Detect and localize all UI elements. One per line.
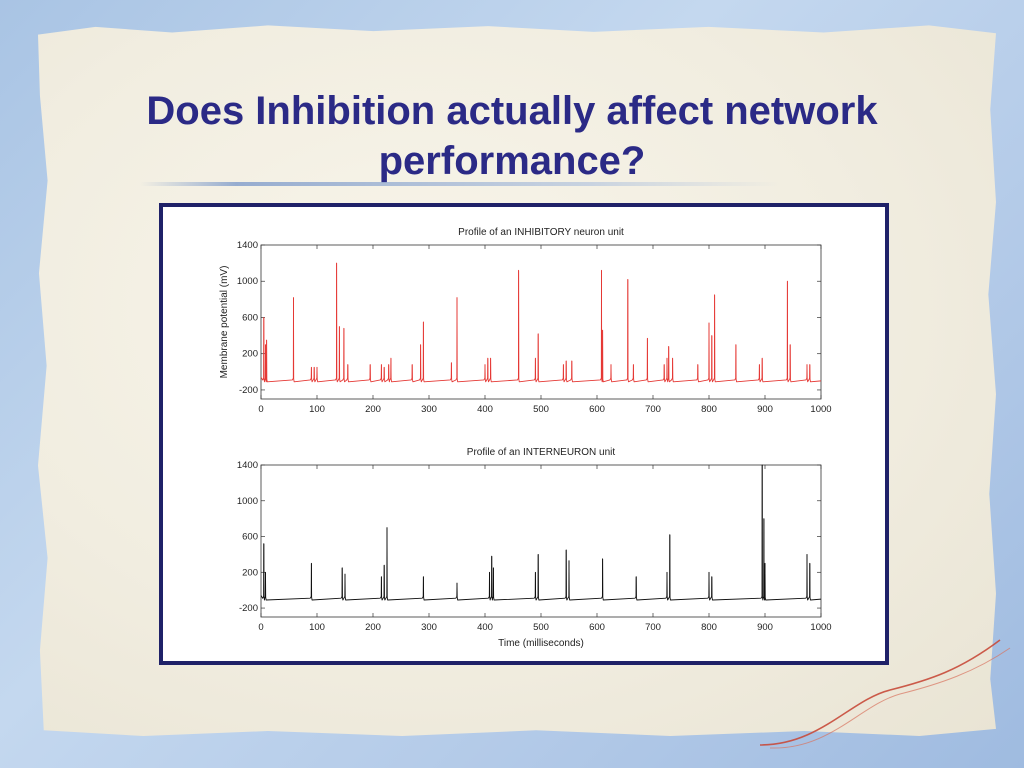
- x-tick-label: 900: [757, 622, 773, 633]
- slide-title: Does Inhibition actually affect network …: [60, 86, 964, 186]
- figure-frame: Profile of an INHIBITORY neuron unit 0 100…: [159, 203, 889, 665]
- x-tick-label: 500: [533, 622, 549, 633]
- charts-svg: Profile of an INHIBITORY neuron unit 0 100…: [219, 227, 832, 649]
- slide-title-line-2: performance?: [378, 139, 646, 183]
- y-axis-label: Membrane potential (mV): [219, 266, 230, 379]
- x-tick-label: 200: [365, 404, 381, 415]
- x-tick-label: 600: [589, 404, 605, 415]
- y-tick-label: 200: [242, 567, 258, 578]
- x-tick-label: 300: [421, 404, 437, 415]
- x-tick-label: 700: [645, 404, 661, 415]
- y-tick-label: -200: [239, 603, 258, 614]
- slide-title-line-1: Does Inhibition actually affect network: [146, 89, 878, 133]
- x-tick-label: 200: [365, 622, 381, 633]
- x-tick-label: 0: [258, 622, 263, 633]
- chart-title: Profile of an INHIBITORY neuron unit: [458, 227, 624, 238]
- y-tick-label: 600: [242, 312, 258, 323]
- x-tick-label: 400: [477, 404, 493, 415]
- x-tick-label: 0: [258, 404, 263, 415]
- y-tick-label: 1400: [237, 460, 258, 471]
- y-tick-label: 600: [242, 532, 258, 543]
- x-tick-label: 900: [757, 404, 773, 415]
- x-axis-label: Time (milliseconds): [498, 638, 584, 649]
- x-tick-label: 1000: [810, 404, 831, 415]
- y-tick-label: 1400: [237, 240, 258, 251]
- x-tick-label: 100: [309, 404, 325, 415]
- x-tick-label: 800: [701, 622, 717, 633]
- x-tick-label: 300: [421, 622, 437, 633]
- chart-title: Profile of an INTERNEURON unit: [467, 447, 616, 458]
- title-underline: [140, 182, 780, 186]
- x-tick-label: 700: [645, 622, 661, 633]
- y-tick-label: 1000: [237, 496, 258, 507]
- x-tick-label: 600: [589, 622, 605, 633]
- x-tick-label: 800: [701, 404, 717, 415]
- x-tick-label: 100: [309, 622, 325, 633]
- y-tick-label: -200: [239, 385, 258, 396]
- y-tick-label: 1000: [237, 276, 258, 287]
- x-tick-label: 400: [477, 622, 493, 633]
- y-tick-label: 200: [242, 349, 258, 360]
- x-tick-label: 500: [533, 404, 549, 415]
- x-tick-label: 1000: [810, 622, 831, 633]
